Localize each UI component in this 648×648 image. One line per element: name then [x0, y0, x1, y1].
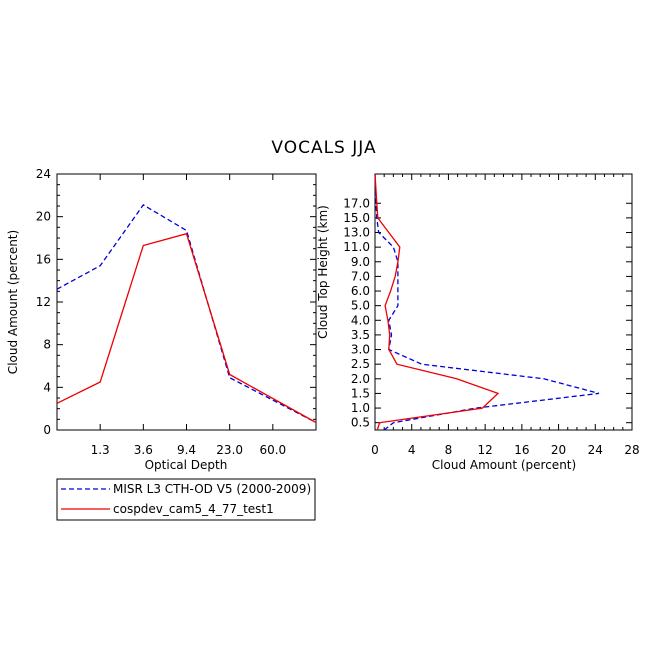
right-ytick-label: 17.0 — [343, 196, 370, 210]
left-xtick-label: 60.0 — [259, 443, 286, 457]
left-ytick-label: 16 — [36, 252, 51, 266]
right-xtick-label: 4 — [408, 443, 416, 457]
right-xtick-label: 0 — [371, 443, 379, 457]
right-xtick-label: 16 — [514, 443, 529, 457]
left-xtick-label: 9.4 — [177, 443, 196, 457]
left-ytick-label: 4 — [43, 380, 51, 394]
right-ytick-label: 11.0 — [343, 240, 370, 254]
left-ylabel: Cloud Amount (percent) — [6, 230, 20, 374]
right-panel: 0 4 8 12 16 20 24 28 0.51.01.52.02.53.03.54.05.0… — [316, 173, 640, 472]
left-series-misr-line — [56, 204, 317, 424]
right-ytick-label: 15.0 — [343, 211, 370, 225]
right-ytick-label: 5.0 — [351, 299, 370, 313]
right-ytick-label: 0.5 — [351, 416, 370, 430]
right-xlabel: Cloud Amount (percent) — [432, 458, 576, 472]
right-ytick-label: 6.0 — [351, 284, 370, 298]
left-ytick-label: 20 — [36, 210, 51, 224]
chart-title: VOCALS JJA — [271, 138, 376, 158]
right-xtick-label: 20 — [551, 443, 566, 457]
right-ytick-label: 7.0 — [351, 269, 370, 283]
left-plot-frame — [56, 173, 317, 431]
legend-box — [56, 478, 316, 521]
left-series-cosp-line — [56, 232, 317, 424]
right-series-misr-line — [374, 173, 600, 431]
legend: MISR L3 CTH-OD V5 (2000-2009) cospdev_ca… — [56, 478, 316, 521]
right-xtick-label: 8 — [445, 443, 453, 457]
left-xtick-label: 3.6 — [134, 443, 153, 457]
right-ytick-label: 9.0 — [351, 255, 370, 269]
left-panel: 0 4 8 12 16 20 24 1.3 3.6 9.4 23.0 60.0 Optical Dep… — [6, 167, 317, 472]
right-ytick-label: 1.0 — [351, 401, 370, 415]
right-xtick-label: 28 — [624, 443, 639, 457]
right-ytick-label: 4.0 — [351, 313, 370, 327]
right-series-cosp-line — [374, 173, 500, 431]
right-ytick-label: 13.0 — [343, 226, 370, 240]
legend-label-cosp: cospdev_cam5_4_77_test1 — [113, 502, 274, 516]
left-ytick-label: 24 — [36, 167, 51, 181]
right-ytick-label: 3.5 — [351, 328, 370, 342]
left-ytick-label: 12 — [36, 295, 51, 309]
left-ytick-label: 8 — [43, 338, 51, 352]
left-xtick-label: 23.0 — [216, 443, 243, 457]
right-ytick-label: 2.5 — [351, 357, 370, 371]
left-ytick-label: 0 — [43, 423, 51, 437]
right-ytick-label: 3.0 — [351, 343, 370, 357]
left-xtick-label: 1.3 — [91, 443, 110, 457]
left-xlabel: Optical Depth — [145, 458, 228, 472]
right-xtick-label: 24 — [588, 443, 603, 457]
right-xtick-label: 12 — [478, 443, 493, 457]
legend-label-misr: MISR L3 CTH-OD V5 (2000-2009) — [113, 482, 311, 496]
right-ylabel: Cloud Top Height (km) — [316, 205, 330, 339]
right-ytick-label: 2.0 — [351, 372, 370, 386]
right-ytick-label: 1.5 — [351, 386, 370, 400]
